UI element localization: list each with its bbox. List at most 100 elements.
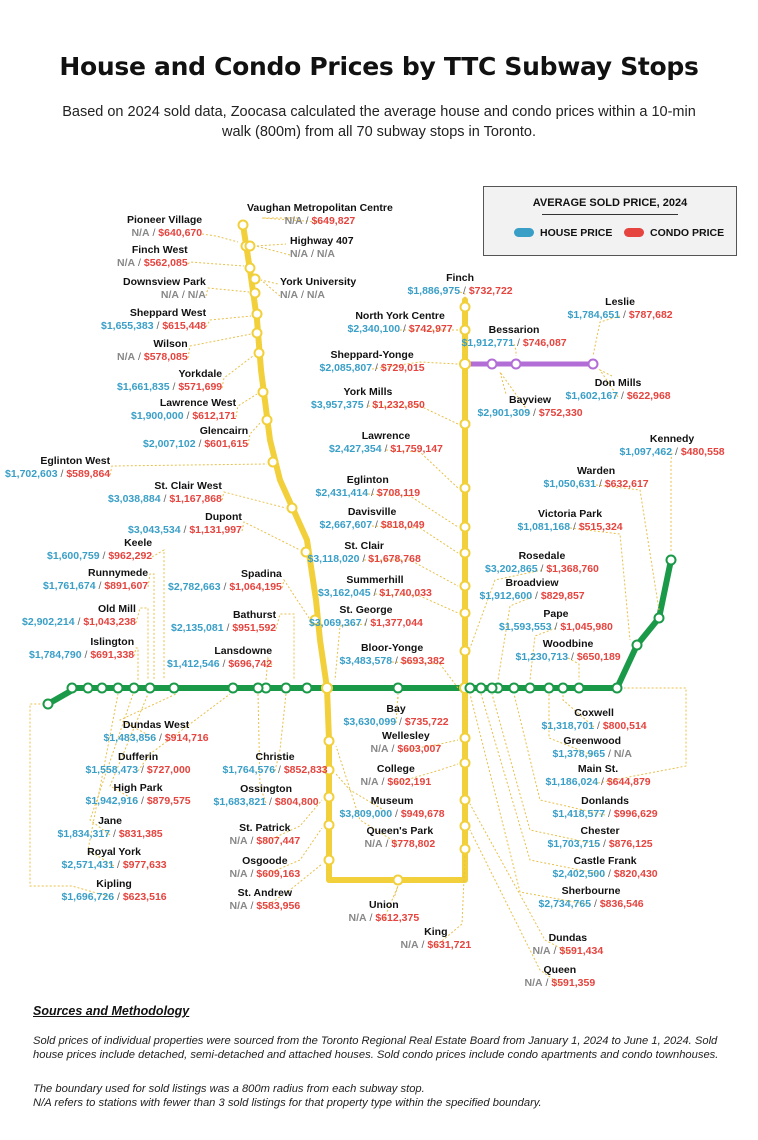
condo-swatch-icon — [624, 228, 644, 237]
house-price: $1,942,916 — [85, 795, 139, 807]
station-prices: $1,602,167 / $622,968 — [566, 390, 671, 403]
station-name: Kennedy — [649, 433, 695, 445]
house-price: $1,834,317 — [57, 828, 111, 840]
station-marker-sheppard-west — [251, 308, 263, 320]
station-jane: Jane $1,834,317 / $831,385 — [58, 815, 163, 841]
price-separator: / — [381, 443, 391, 455]
station-marker-main-st — [611, 682, 623, 694]
station-prices: $3,043,534 / $1,131,997 — [128, 524, 242, 537]
station-prices: $1,097,462 / $480,558 — [620, 446, 725, 459]
station-name: Sheppard West — [129, 307, 207, 319]
station-chester: Chester $1,703,715 / $876,125 — [548, 825, 653, 851]
station-marker-kipling — [42, 698, 54, 710]
station-marker-rosedale — [459, 645, 471, 657]
condo-price: $602,191 — [387, 776, 432, 788]
leader-leslie — [592, 315, 621, 357]
station-name: Jane — [98, 815, 123, 827]
house-price: $1,418,577 — [552, 808, 606, 820]
price-separator: / — [160, 493, 170, 505]
leader-dundas — [469, 803, 569, 953]
condo-price: $612,375 — [375, 912, 420, 924]
station-name: King — [424, 926, 448, 938]
station-name: Queen — [543, 964, 577, 976]
house-price: N/A — [284, 215, 303, 227]
station-marker-glencairn — [261, 414, 273, 426]
price-separator: / — [551, 621, 561, 633]
station-st-patrick: St. Patrick N/A / $807,447 — [230, 822, 301, 848]
station-marker-kennedy — [665, 554, 677, 566]
leader-sheppard-yonge — [371, 361, 459, 370]
condo-price: $612,171 — [192, 410, 237, 422]
leader-eglinton — [367, 493, 459, 528]
station-dundas-west: Dundas West $1,483,856 / $914,716 — [104, 719, 209, 745]
leader-summerhill — [374, 593, 459, 614]
station-don-mills: Don Mills $1,602,167 / $622,968 — [566, 377, 671, 403]
station-marker-vaughan-metropolitan-centre — [237, 219, 249, 231]
house-price: N/A — [117, 351, 136, 363]
station-name: Bayview — [509, 394, 552, 406]
legend-house: HOUSE PRICE — [514, 227, 612, 239]
station-yorkdale: Yorkdale $1,661,835 / $571,699 — [117, 368, 222, 394]
station-wellesley: Wellesley N/A / $603,007 — [371, 730, 442, 756]
house-price: $2,667,607 — [319, 519, 373, 531]
condo-price: $727,000 — [146, 764, 191, 776]
condo-price: $804,800 — [274, 796, 319, 808]
station-st-clair: St. Clair $3,118,020 / $1,678,768 — [308, 540, 421, 566]
leader-eglinton-west — [109, 463, 268, 476]
station-marker-jane — [128, 682, 140, 694]
condo-price: $800,514 — [602, 720, 647, 732]
station-marker-donlands — [508, 682, 520, 694]
condo-price: $818,049 — [380, 519, 425, 531]
station-queen: Queen N/A / $591,359 — [525, 964, 596, 990]
station-marker-summerhill — [459, 607, 471, 619]
leader-rosedale — [469, 569, 543, 649]
condo-price: $622,968 — [626, 390, 671, 402]
station-name: Union — [368, 899, 399, 911]
station-marker-wilson — [251, 327, 263, 339]
price-separator: / — [532, 590, 541, 602]
station-prices: N/A / $640,670 — [127, 227, 202, 240]
house-price: N/A — [280, 289, 299, 301]
condo-price: $571,699 — [178, 381, 223, 393]
price-separator: / — [530, 407, 539, 419]
station-prices: $1,912,600 / $829,857 — [480, 590, 585, 603]
station-marker-north-york-centre — [459, 324, 471, 336]
condo-price: $1,232,850 — [372, 399, 425, 411]
price-separator: / — [180, 524, 190, 536]
station-marker-greenwood — [543, 682, 555, 694]
station-name: Osgoode — [242, 855, 288, 867]
condo-price: $603,007 — [397, 743, 442, 755]
house-price: $2,085,807 — [319, 362, 373, 374]
house-price: $2,402,500 — [552, 868, 606, 880]
station-marker-dupont — [300, 546, 312, 558]
station-prices: N/A / N/A — [123, 289, 206, 302]
price-separator: / — [618, 390, 627, 402]
condo-price: $609,163 — [256, 868, 301, 880]
station-prices: $1,784,651 / $787,682 — [568, 309, 673, 322]
price-separator: / — [114, 891, 123, 903]
leader-lansdowne — [265, 656, 273, 681]
house-price: $3,957,375 — [311, 399, 364, 411]
condo-price: $649,827 — [311, 215, 356, 227]
station-prices: $1,702,603 / $589,864 — [5, 468, 110, 481]
station-prices: $1,412,546 / $696,742 — [167, 658, 272, 671]
house-price: $3,202,865 — [485, 563, 538, 575]
condo-price: $949,678 — [400, 808, 445, 820]
house-price: $1,683,821 — [213, 796, 267, 808]
price-separator: / — [114, 859, 123, 871]
condo-price: $876,125 — [608, 838, 653, 850]
station-davisville: Davisville $2,667,607 / $818,049 — [320, 506, 425, 532]
station-marker-dundas — [459, 794, 471, 806]
station-marker-bayview — [486, 358, 498, 370]
station-prices: $1,683,821 / $804,800 — [214, 796, 319, 809]
leader-yorkdale — [221, 355, 254, 389]
station-name: Leslie — [605, 296, 635, 308]
station-prices: $3,809,000 / $949,678 — [340, 808, 445, 821]
price-separator: / — [568, 651, 577, 663]
station-prices: N/A / $583,956 — [230, 900, 301, 913]
price-separator: / — [179, 289, 188, 301]
station-name: Old Mill — [97, 603, 136, 615]
station-christie: Christie $1,764,576 / $852,833 — [223, 751, 328, 777]
station-prices: N/A / $631,721 — [401, 939, 472, 952]
house-price: $1,696,726 — [61, 891, 115, 903]
